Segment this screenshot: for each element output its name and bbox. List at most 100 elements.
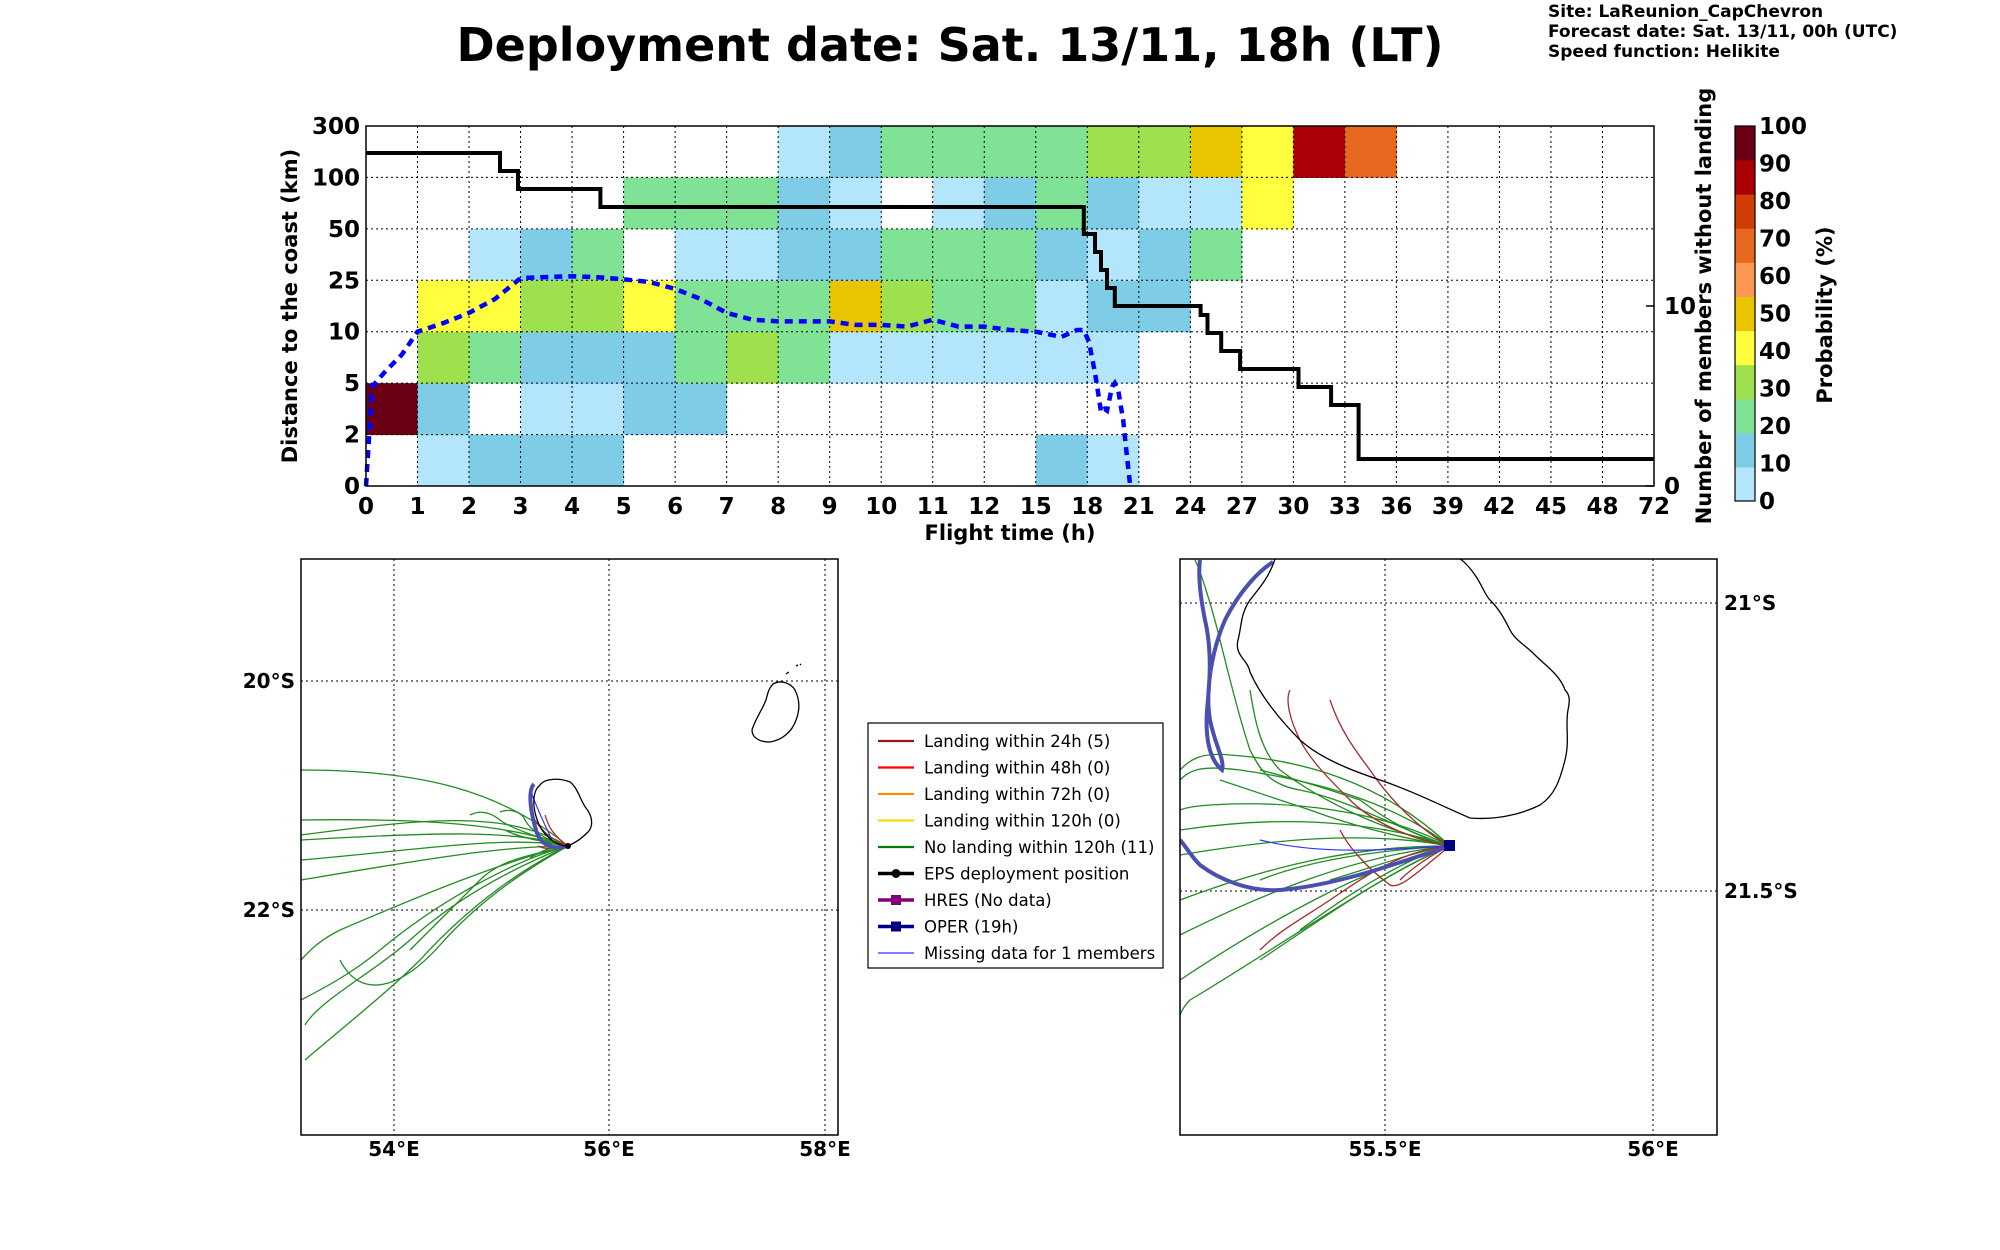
right-map: 55.5°E 56°E 21°S 21.5°S: [1179, 558, 1798, 1161]
heatmap-cell: [572, 280, 625, 333]
heatmap-cell: [984, 228, 1037, 281]
heatmap-cell: [984, 177, 1037, 230]
heatmap-cell: [778, 177, 831, 230]
heatmap-cell: [675, 331, 728, 384]
heatmap-cell: [881, 331, 934, 384]
left-map-ytick-22s: 22°S: [243, 898, 295, 922]
site-info: Site: LaReunion_CapChevron Forecast date…: [1548, 2, 1897, 62]
right-map-xtick-56e: 56°E: [1627, 1137, 1679, 1161]
heatmap-cell: [1035, 126, 1088, 178]
legend-marker: [891, 921, 901, 932]
colorbar-tick-label: 90: [1759, 152, 1791, 178]
heatmap-cell: [829, 177, 882, 230]
heatmap-cell: [778, 126, 831, 178]
y-tick-label: 50: [328, 217, 360, 243]
page-title: Deployment date: Sat. 13/11, 18h (LT): [456, 18, 1444, 72]
colorbar-segment: [1735, 432, 1755, 468]
heatmap-cell: [984, 331, 1037, 384]
legend-label: HRES (No data): [924, 891, 1052, 910]
heatmap-cell: [520, 331, 573, 384]
colorbar-tick-label: 20: [1759, 414, 1791, 440]
probability-heatmap-chart: 0 1 2 3 4 5 6 7 8 9 10 11 12 15 18 21 24 27 30 33 36 39 42 45 48…: [278, 88, 1837, 545]
x-tick-labels: 0 1 2 3 4 5 6 7 8 9 10 11 12 15 18 21 24 27 30 33 36 39 42 45 48…: [358, 494, 1670, 520]
site-label: Site: LaReunion_CapChevron: [1548, 2, 1824, 22]
heatmap-cell: [881, 126, 934, 178]
heatmap-cell: [726, 331, 779, 384]
x-tick-label: 0: [358, 494, 374, 520]
heatmap-cell: [623, 331, 676, 384]
colorbar-tick-label: 100: [1759, 114, 1807, 140]
heatmap-cell: [520, 280, 573, 333]
forecast-date-label: Forecast date: Sat. 13/11, 00h (UTC): [1548, 22, 1898, 42]
x-tick-label: 2: [461, 494, 477, 520]
heatmap-cell: [726, 177, 779, 230]
legend-marker: [891, 895, 901, 905]
colorbar-segment: [1735, 262, 1755, 297]
heatmap-cell: [675, 228, 728, 281]
left-map-ytick-20s: 20°S: [243, 669, 295, 693]
right-map-oper-marker: [1444, 840, 1455, 851]
heatmap-cell: [417, 383, 470, 436]
heatmap-cell: [1190, 228, 1243, 281]
colorbar-segment: [1735, 364, 1755, 400]
heatmap-cell: [1035, 177, 1088, 230]
colorbar-segment: [1735, 194, 1755, 229]
mauritius-islets: [785, 663, 802, 675]
colorbar-segment: [1735, 466, 1755, 502]
heatmap-cell: [469, 331, 522, 384]
y-tick-label: 300: [312, 114, 360, 140]
x-tick-label: 33: [1329, 494, 1361, 520]
speed-function-label: Speed function: Helikite: [1548, 42, 1780, 62]
colorbar-segment: [1735, 296, 1755, 332]
x-tick-label: 15: [1020, 494, 1052, 520]
y-tick-label: 10: [328, 320, 360, 346]
left-map-deployment-marker: [565, 843, 571, 849]
x-tick-label: 3: [513, 494, 529, 520]
x-tick-label: 24: [1174, 494, 1206, 520]
heatmap-cell: [469, 280, 522, 333]
x-tick-label: 5: [616, 494, 632, 520]
x-tick-label: 42: [1483, 494, 1515, 520]
heatmap-cell: [1138, 228, 1191, 281]
colorbar-segment: [1735, 126, 1755, 161]
left-map-grid: [301, 559, 838, 1135]
heatmap-cell: [1035, 280, 1088, 333]
x-tick-label: 39: [1432, 494, 1464, 520]
left-map: 54°E 56°E 58°E 20°S 22°S: [243, 558, 851, 1161]
heatmap-cell: [932, 331, 985, 384]
colorbar-label: Probability (%): [1813, 226, 1837, 403]
heatmap-cell: [1035, 331, 1088, 384]
right-map-grid: [1180, 559, 1717, 1135]
series-lines: [363, 151, 1654, 487]
legend-label: Landing within 72h (0): [924, 785, 1110, 804]
legend-marker: [891, 869, 901, 878]
x-tick-label: 45: [1535, 494, 1567, 520]
right-map-missing-data-trajectory: [1259, 839, 1451, 851]
x-tick-label: 9: [822, 494, 838, 520]
colorbar-tick-label: 70: [1759, 227, 1791, 253]
colorbar-tick-label: 40: [1759, 339, 1791, 365]
heatmap-cell: [520, 434, 573, 487]
heatmap-cell: [881, 228, 934, 281]
colorbar-tick-label: 50: [1759, 302, 1791, 328]
heatmap-cell: [829, 331, 882, 384]
y-tick-label: 5: [344, 371, 360, 397]
x-tick-label: 21: [1123, 494, 1155, 520]
heatmap-cell: [1190, 126, 1243, 178]
legend: Landing within 24h (5) Landing within 48h…: [867, 722, 1164, 969]
members-without-landing-line: [366, 151, 1654, 461]
heatmap-cell: [572, 331, 625, 384]
heatmap-cell: [829, 228, 882, 281]
heatmap-cell: [932, 177, 985, 230]
heatmap-cell: [1293, 126, 1346, 178]
heatmap-cell: [1241, 126, 1294, 178]
reunion-island-outline: [533, 778, 593, 847]
left-map-xtick-58e: 58°E: [799, 1137, 851, 1161]
heatmap-cell: [572, 383, 625, 436]
heatmap-cell: [778, 228, 831, 281]
y2-tick-label: 0: [1664, 474, 1680, 500]
x-tick-label: 12: [968, 494, 1000, 520]
x-axis-label: Flight time (h): [925, 521, 1096, 545]
reunion-coastline: [1236, 559, 1570, 820]
